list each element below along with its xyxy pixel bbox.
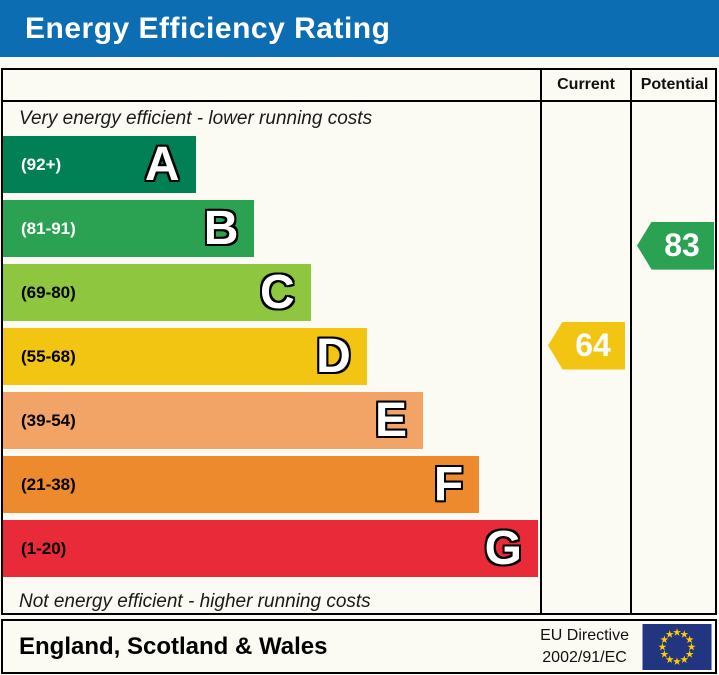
column-header-potential: Potential	[640, 76, 709, 93]
band-letter: F	[433, 457, 464, 511]
bands: (92+) A (81-91) B (69-80) C (55-68) D (39-54) E (2…	[3, 136, 538, 577]
eu-directive-line1: EU Directive	[540, 626, 629, 644]
rating-table: Current Potential Very energy efficient …	[1, 68, 717, 615]
band-bar-g: (1-20) G	[3, 520, 538, 577]
band-bar-c: (69-80) C	[3, 264, 311, 321]
band-range-label: (69-80)	[21, 282, 76, 302]
current-rating-badge: 64	[548, 321, 625, 370]
column-divider	[540, 70, 542, 613]
band-bar-b: (81-91) B	[3, 200, 255, 257]
bottom-caption: Not energy efficient - higher running co…	[19, 591, 371, 612]
band-bar-f: (21-38) F	[3, 456, 480, 513]
band-letter: D	[316, 329, 351, 383]
page-title: Energy Efficiency Rating	[25, 11, 391, 45]
band-letter: E	[374, 393, 407, 447]
band-row-g: (1-20) G	[3, 520, 538, 577]
column-divider	[630, 70, 632, 613]
band-range-label: (92+)	[21, 154, 62, 174]
band-range-label: (55-68)	[21, 346, 76, 366]
title-bar: Energy Efficiency Rating	[0, 0, 719, 57]
chart-body: Very energy efficient - lower running co…	[3, 102, 538, 613]
band-bar-a: (92+) A	[3, 136, 196, 193]
potential-rating-value: 83	[664, 227, 700, 264]
band-row-f: (21-38) F	[3, 456, 538, 513]
potential-rating-badge: 83	[637, 221, 714, 270]
band-bar-e: (39-54) E	[3, 392, 423, 449]
band-row-c: (69-80) C	[3, 264, 538, 321]
band-range-label: (39-54)	[21, 410, 76, 430]
band-bar-d: (55-68) D	[3, 328, 367, 385]
eu-flag-icon	[642, 623, 712, 670]
column-header-current: Current	[557, 76, 615, 93]
band-row-a: (92+) A	[3, 136, 538, 193]
footer-bar: England, Scotland & Wales EU Directive 2…	[1, 619, 717, 674]
region-label: England, Scotland & Wales	[19, 632, 328, 660]
band-row-d: (55-68) D	[3, 328, 538, 385]
band-row-b: (81-91) B	[3, 200, 538, 257]
eu-directive-line2: 2002/91/EC	[542, 648, 627, 666]
band-row-e: (39-54) E	[3, 392, 538, 449]
band-range-label: (81-91)	[21, 218, 76, 238]
eu-directive-label: EU Directive 2002/91/EC	[540, 625, 629, 668]
band-range-label: (21-38)	[21, 474, 76, 494]
band-letter: B	[203, 201, 239, 255]
current-rating-value: 64	[575, 327, 611, 364]
band-letter: C	[259, 265, 295, 319]
band-letter: A	[144, 137, 180, 191]
band-letter: G	[484, 521, 522, 575]
band-range-label: (1-20)	[21, 538, 67, 558]
top-caption: Very energy efficient - lower running co…	[19, 108, 373, 129]
table-header-row: Current Potential	[3, 70, 715, 102]
